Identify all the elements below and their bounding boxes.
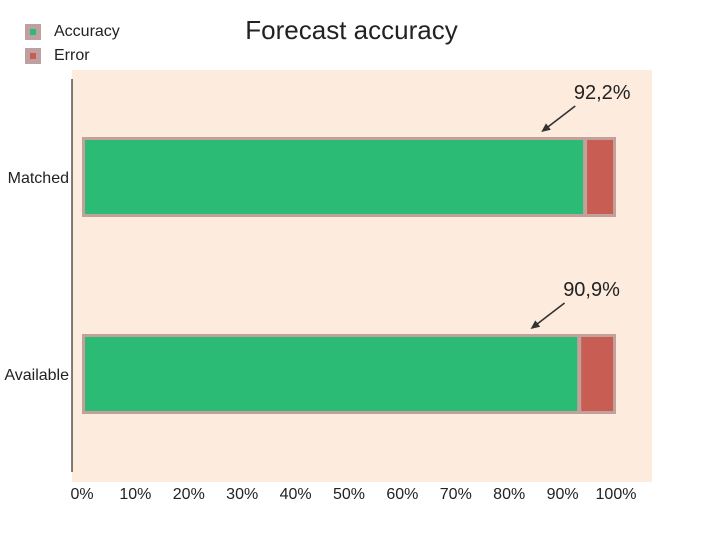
x-tick-label: 10% bbox=[119, 486, 151, 503]
x-tick-label: 50% bbox=[333, 486, 365, 503]
bar-error-matched bbox=[587, 140, 613, 214]
x-tick-label: 90% bbox=[547, 486, 579, 503]
legend-swatch-error bbox=[25, 48, 41, 64]
bar-accuracy-available bbox=[85, 337, 578, 411]
bar-accuracy-matched bbox=[85, 140, 584, 214]
annotation-arrowhead-available bbox=[530, 320, 541, 329]
x-tick-label: 40% bbox=[280, 486, 312, 503]
legend-label-accuracy: Accuracy bbox=[54, 23, 120, 40]
annotation-label-matched: 92,2% bbox=[574, 82, 631, 104]
x-tick-label: 100% bbox=[596, 486, 637, 503]
legend-label-error: Error bbox=[54, 47, 90, 64]
annotation-arrowhead-matched bbox=[541, 123, 551, 132]
annotation-label-available: 90,9% bbox=[563, 279, 620, 301]
x-tick-label: 80% bbox=[493, 486, 525, 503]
annotation-arrow-available bbox=[534, 302, 566, 327]
legend: Accuracy Error bbox=[25, 20, 120, 68]
x-tick-label: 0% bbox=[70, 486, 93, 503]
legend-swatch-accuracy bbox=[25, 24, 41, 40]
plot-area bbox=[72, 70, 652, 482]
y-tick-label-available: Available bbox=[4, 367, 69, 384]
bar-error-available bbox=[581, 337, 613, 411]
legend-item-error: Error bbox=[25, 44, 120, 68]
annotation-arrow-matched bbox=[544, 105, 576, 130]
x-tick-label: 60% bbox=[386, 486, 418, 503]
y-tick-label-matched: Matched bbox=[8, 170, 69, 187]
chart-title: Forecast accuracy bbox=[245, 15, 458, 45]
x-tick-label: 30% bbox=[226, 486, 258, 503]
legend-item-accuracy: Accuracy bbox=[25, 20, 120, 44]
x-tick-label: 20% bbox=[173, 486, 205, 503]
x-tick-label: 70% bbox=[440, 486, 472, 503]
